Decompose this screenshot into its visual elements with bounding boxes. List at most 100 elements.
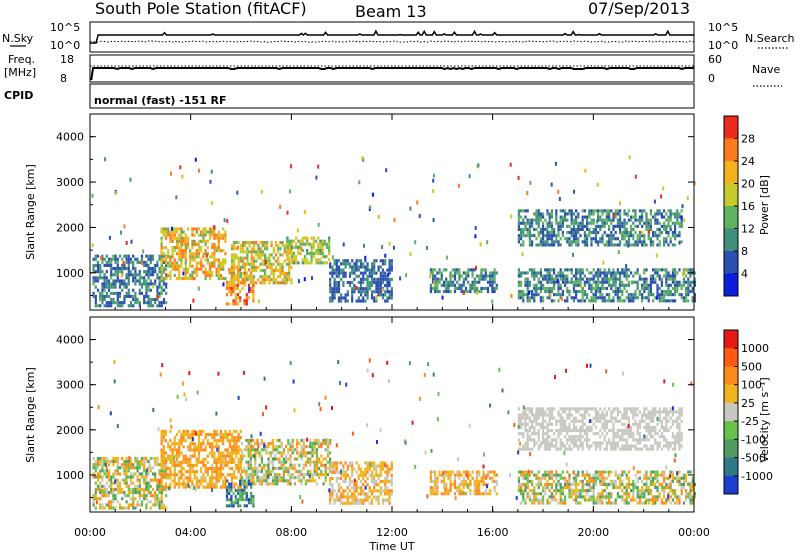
velocity-cell xyxy=(241,498,244,502)
velocity-cell xyxy=(189,445,192,449)
velocity-cell xyxy=(193,445,196,449)
power-cell xyxy=(568,224,571,228)
power-cell xyxy=(654,215,657,219)
power-cell xyxy=(660,268,663,272)
power-cell xyxy=(321,248,324,252)
power-cell xyxy=(539,296,542,300)
power-cell xyxy=(132,294,135,298)
power-cell xyxy=(162,254,166,258)
power-cell xyxy=(603,286,606,290)
velocity-cell xyxy=(359,492,363,496)
power-cell xyxy=(561,234,564,238)
power-cell xyxy=(570,296,573,300)
velocity-cell xyxy=(136,466,139,470)
velocity-cell xyxy=(182,429,185,433)
velocity-cell xyxy=(116,500,119,504)
velocity-cell xyxy=(625,501,628,505)
velocity-cell xyxy=(103,456,106,460)
power-cell xyxy=(442,280,446,284)
power-cell xyxy=(619,231,622,235)
velocity-cell xyxy=(189,457,192,461)
velocity-cell xyxy=(636,501,639,505)
power-cell xyxy=(548,286,551,290)
velocity-cell xyxy=(324,469,327,473)
power-cell xyxy=(597,212,600,216)
power-cell xyxy=(608,283,611,287)
power-cell xyxy=(645,227,648,231)
power-cell xyxy=(676,283,679,287)
velocity-cell xyxy=(239,454,242,458)
power-cell xyxy=(577,271,580,275)
velocity-cell xyxy=(182,479,185,483)
power-cell xyxy=(636,237,639,241)
power-cell xyxy=(286,242,289,246)
power-cell xyxy=(268,281,271,285)
velocity-cell xyxy=(643,476,646,480)
power-cell xyxy=(103,304,106,308)
power-cell xyxy=(564,274,567,278)
power-cell xyxy=(193,233,196,237)
velocity-cell xyxy=(228,473,231,477)
power-scatter-cell xyxy=(686,196,689,201)
power-cell xyxy=(548,271,551,275)
power-cell xyxy=(175,267,179,271)
power-scatter-cell xyxy=(449,274,452,279)
power-scatter-cell xyxy=(474,234,477,239)
velocity-cell xyxy=(344,489,347,493)
power-cell xyxy=(579,268,582,272)
velocity-cell xyxy=(211,454,214,458)
velocity-cell xyxy=(206,460,209,464)
power-cell xyxy=(570,271,573,275)
velocity-cell xyxy=(559,489,562,493)
power-cell xyxy=(601,221,604,225)
power-cell xyxy=(469,290,472,294)
power-cell xyxy=(638,290,641,294)
power-cell xyxy=(344,265,347,269)
power-cell xyxy=(384,262,387,266)
power-cell xyxy=(550,299,553,303)
velocity-cell xyxy=(612,482,615,486)
power-cell xyxy=(138,301,141,305)
power-scatter-cell xyxy=(286,210,289,215)
velocity-cell xyxy=(186,470,190,474)
power-cell xyxy=(542,237,545,241)
velocity-cell xyxy=(143,491,146,495)
power-scatter-cell xyxy=(432,189,435,194)
power-scatter-cell xyxy=(303,277,306,282)
power-cell xyxy=(594,209,597,213)
power-cell xyxy=(384,284,387,288)
power-cell xyxy=(638,231,641,235)
velocity-cell xyxy=(250,485,253,489)
velocity-cell xyxy=(493,486,496,490)
velocity-cell xyxy=(101,469,104,473)
velocity-cell xyxy=(260,476,263,480)
velocity-cell xyxy=(252,495,255,499)
power-cell xyxy=(537,280,540,284)
velocity-cell xyxy=(357,492,360,496)
power-cell xyxy=(266,262,269,266)
velocity-cell xyxy=(434,486,437,490)
power-cell xyxy=(224,233,227,237)
power-cell xyxy=(384,271,387,275)
velocity-cell xyxy=(309,445,312,449)
velocity-cell xyxy=(103,469,106,473)
velocity-cell xyxy=(230,498,233,502)
power-cell xyxy=(158,294,161,298)
power-cell xyxy=(570,212,573,216)
power-cell xyxy=(281,278,284,282)
power-cell xyxy=(654,212,657,216)
power-cell xyxy=(652,231,655,235)
velocity-cell xyxy=(340,476,343,480)
velocity-cell xyxy=(219,432,223,436)
power-cell xyxy=(101,257,104,261)
power-cell xyxy=(151,257,155,261)
velocity-cell xyxy=(138,481,141,485)
velocity-cell xyxy=(217,439,220,443)
power-cell xyxy=(319,261,322,265)
power-cell xyxy=(678,212,681,216)
power-cell xyxy=(101,301,104,305)
power-cell xyxy=(259,275,262,279)
power-cell xyxy=(522,271,525,275)
power-cell xyxy=(447,280,450,284)
power-cell xyxy=(537,277,540,281)
